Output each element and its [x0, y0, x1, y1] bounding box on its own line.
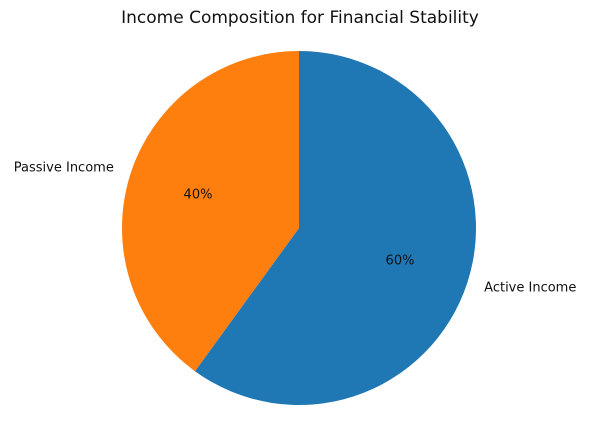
pie-slice-passive-income — [121, 51, 299, 372]
pie-slices — [121, 51, 476, 405]
pie-category-label: Passive Income — [14, 160, 114, 175]
pie-pct-label: 40% — [184, 188, 213, 203]
pie-slice-active-income — [194, 51, 476, 405]
pie-labels: 60% Active Income 40% Passive Income — [14, 160, 577, 295]
pie-pct-label: 60% — [386, 253, 415, 268]
pie-category-label: Active Income — [484, 281, 576, 296]
chart-title: Income Composition for Financial Stabili… — [121, 8, 479, 28]
